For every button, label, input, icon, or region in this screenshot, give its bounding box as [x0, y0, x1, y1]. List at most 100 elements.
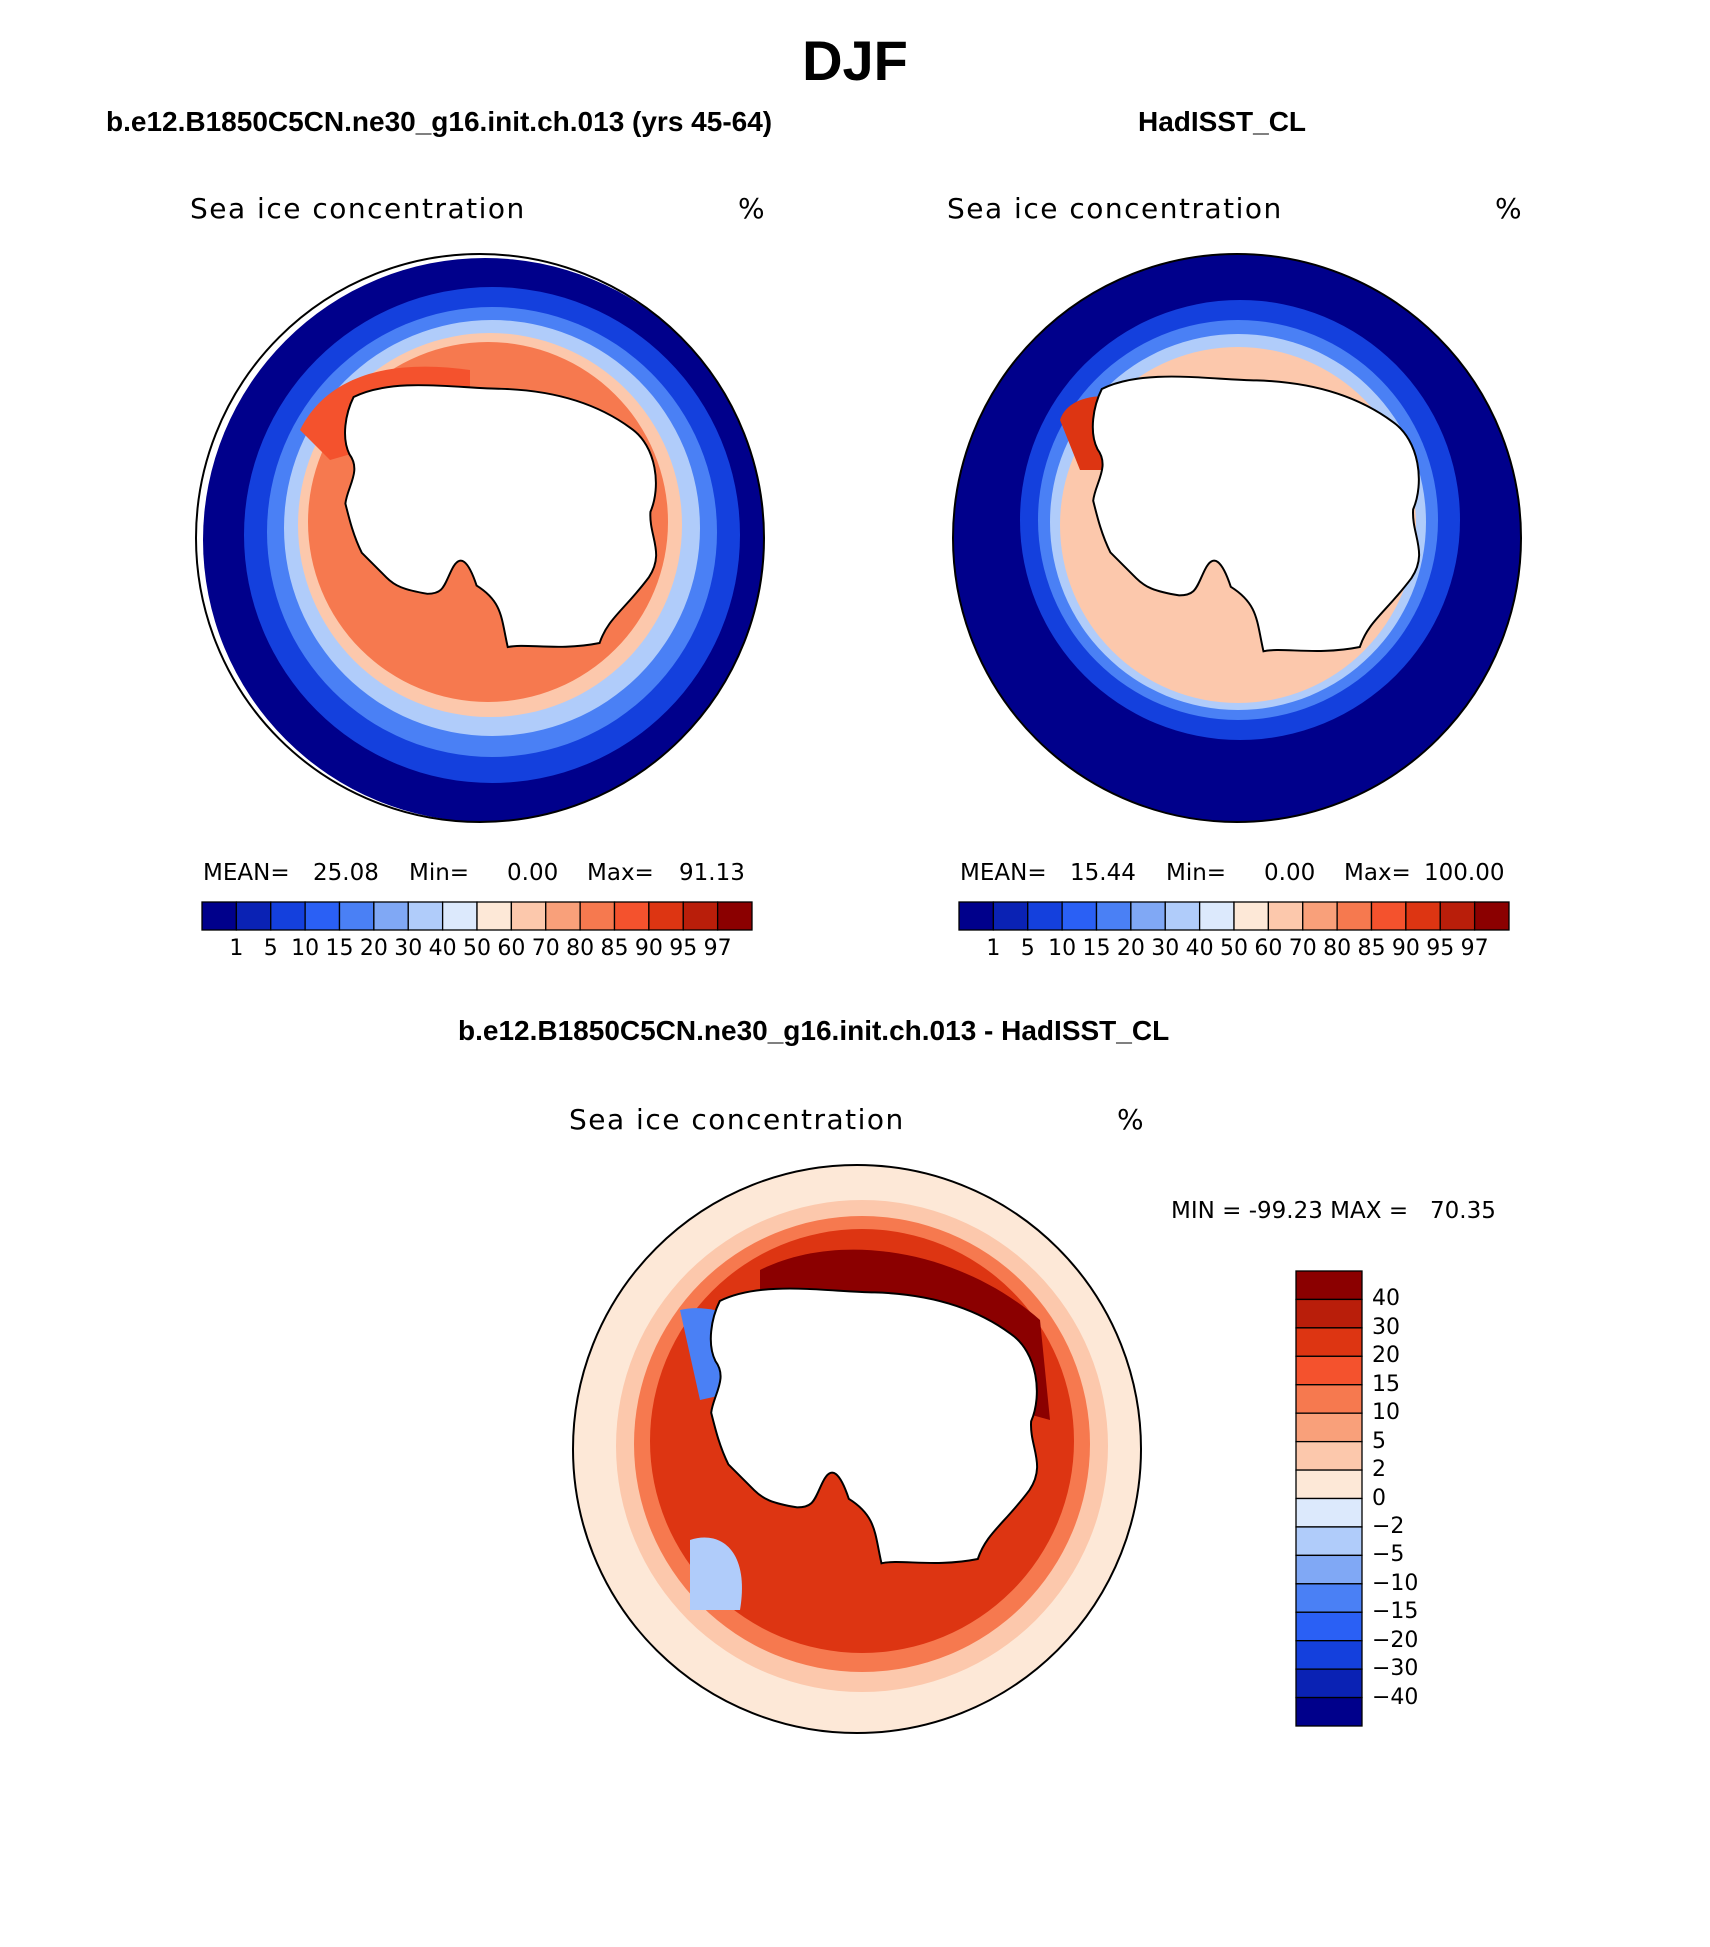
colorbar-3-swatch — [1295, 1526, 1363, 1557]
colorbar-3-swatch — [1295, 1327, 1363, 1357]
colorbar-2-swatch — [1405, 901, 1441, 931]
colorbar-1-swatch — [476, 901, 513, 931]
colorbar-3-swatch — [1295, 1298, 1363, 1329]
colorbar-1 — [201, 901, 753, 931]
colorbar-3-tick-label: −20 — [1372, 1627, 1419, 1653]
colorbar-3-tick-label: 30 — [1372, 1314, 1400, 1340]
colorbar-3-swatch — [1295, 1497, 1363, 1528]
colorbar-2-tick-label: 97 — [1460, 936, 1489, 961]
panel-2-mean-value: 15.44 — [1070, 860, 1136, 886]
colorbar-2-swatch — [1164, 901, 1201, 931]
colorbar-3-swatch — [1295, 1384, 1363, 1414]
colorbar-2-tick-label: 20 — [1116, 936, 1145, 961]
colorbar-3 — [1295, 1270, 1363, 1727]
colorbar-3-tick-label: −10 — [1372, 1570, 1419, 1596]
colorbar-1-swatch — [545, 901, 581, 931]
colorbar-3-swatch — [1295, 1696, 1363, 1727]
colorbar-3-tick-label: 0 — [1372, 1485, 1386, 1511]
panel-1-max-value: 91.13 — [679, 860, 745, 886]
colorbar-1-tick-label: 70 — [531, 936, 560, 961]
colorbar-2-tick-label: 15 — [1082, 936, 1111, 961]
colorbar-1-tick-label: 20 — [359, 936, 388, 961]
colorbar-2-swatch — [1027, 901, 1063, 931]
colorbar-3-swatch — [1295, 1583, 1363, 1613]
colorbar-1-tick-label: 10 — [291, 936, 320, 961]
colorbar-1-tick-label: 50 — [463, 936, 491, 961]
panel-1-min-label: Min= — [409, 860, 470, 886]
colorbar-2-tick-label: 80 — [1323, 936, 1352, 961]
panel-2-circle-border — [952, 253, 1522, 823]
colorbar-3-swatch — [1295, 1640, 1363, 1670]
panel-2-mean-label: MEAN= — [960, 860, 1047, 886]
colorbar-2-tick-label: 40 — [1185, 936, 1214, 961]
colorbar-2-swatch — [1302, 901, 1338, 931]
colorbar-3-swatch — [1295, 1440, 1363, 1471]
colorbar-3-tick-label: 10 — [1372, 1400, 1400, 1426]
colorbar-1-tick-label: 30 — [394, 936, 423, 961]
panel-1-max-label: Max= — [587, 860, 654, 886]
colorbar-1-tick-label: 15 — [325, 936, 354, 961]
colorbar-3-swatch — [1295, 1668, 1363, 1699]
colorbar-2-swatch — [1439, 901, 1476, 931]
colorbar-1-swatch — [441, 901, 478, 931]
colorbar-3-tick-label: 20 — [1372, 1343, 1400, 1369]
colorbar-1-swatch — [510, 901, 547, 931]
panel-1-circle-border — [195, 253, 765, 823]
colorbar-2-swatch — [1370, 901, 1407, 931]
colorbar-2-tick-label: 30 — [1151, 936, 1180, 961]
colorbar-1-tick-label: 40 — [428, 936, 457, 961]
colorbar-3-tick-label: 5 — [1372, 1428, 1386, 1454]
colorbar-1-swatch — [716, 901, 753, 931]
colorbar-1-swatch — [579, 901, 616, 931]
panel-3-minmax: MIN = -99.23 MAX = 70.35 — [1171, 1198, 1496, 1224]
colorbar-2-tick-label: 10 — [1048, 936, 1077, 961]
colorbar-2-tick-label: 90 — [1391, 936, 1420, 961]
figure-title: DJF — [802, 29, 908, 92]
colorbar-1-tick-label: 95 — [669, 936, 698, 961]
colorbar-2-swatch — [1233, 901, 1270, 931]
colorbar-3-swatch — [1295, 1355, 1363, 1386]
colorbar-2-tick-label: 70 — [1288, 936, 1317, 961]
colorbar-3-swatch — [1295, 1611, 1363, 1642]
colorbar-3-swatch — [1295, 1270, 1363, 1301]
panel-1-title: b.e12.B1850C5CN.ne30_g16.init.ch.013 (yr… — [106, 106, 773, 137]
colorbar-2-swatch — [1473, 901, 1510, 931]
colorbar-2-tick-label: 5 — [1020, 936, 1035, 961]
colorbar-1-tick-label: 85 — [600, 936, 629, 961]
colorbar-1-swatch — [338, 901, 375, 931]
colorbar-2-tick-label: 50 — [1220, 936, 1248, 961]
colorbar-2-tick-label: 1 — [986, 936, 1001, 961]
panel-1-mean-label: MEAN= — [203, 860, 290, 886]
colorbar-1-swatch — [613, 901, 650, 931]
colorbar-2-swatch — [958, 901, 995, 931]
colorbar-1-tick-label: 1 — [229, 936, 244, 961]
colorbar-1-swatch — [201, 901, 238, 931]
panel-2-map — [953, 254, 1521, 822]
panel-2-title: HadISST_CL — [1138, 106, 1307, 137]
panel-3-title: b.e12.B1850C5CN.ne30_g16.init.ch.013 - H… — [458, 1015, 1170, 1046]
colorbar-3-tick-label: 40 — [1372, 1286, 1400, 1312]
panel-3-circle-border — [572, 1164, 1142, 1734]
colorbar-1-swatch — [682, 901, 719, 931]
colorbar-2 — [958, 901, 1510, 931]
colorbar-1-tick-label: 90 — [634, 936, 663, 961]
colorbar-2-swatch — [1336, 901, 1373, 931]
panel-1-min-value: 0.00 — [507, 860, 559, 886]
colorbar-2-swatch — [1267, 901, 1304, 931]
panel-1-map — [196, 254, 764, 822]
colorbar-1-swatch — [304, 901, 341, 931]
colorbar-2-swatch — [1130, 901, 1166, 931]
panel-3-map — [573, 1165, 1141, 1733]
colorbar-3-tick-label: −5 — [1372, 1542, 1405, 1568]
colorbar-3-tick-label: −15 — [1372, 1599, 1419, 1625]
colorbar-1-swatch — [648, 901, 684, 931]
panel-1-variable: Sea ice concentration — [190, 192, 526, 225]
colorbar-3-tick-label: 15 — [1372, 1371, 1400, 1397]
panel-2-max-label: Max= — [1344, 860, 1411, 886]
colorbar-3-swatch — [1295, 1412, 1363, 1443]
colorbar-3-swatch — [1295, 1469, 1363, 1500]
colorbar-1-swatch — [407, 901, 444, 931]
colorbar-2-swatch — [1095, 901, 1132, 931]
panel-2-min-value: 0.00 — [1264, 860, 1316, 886]
